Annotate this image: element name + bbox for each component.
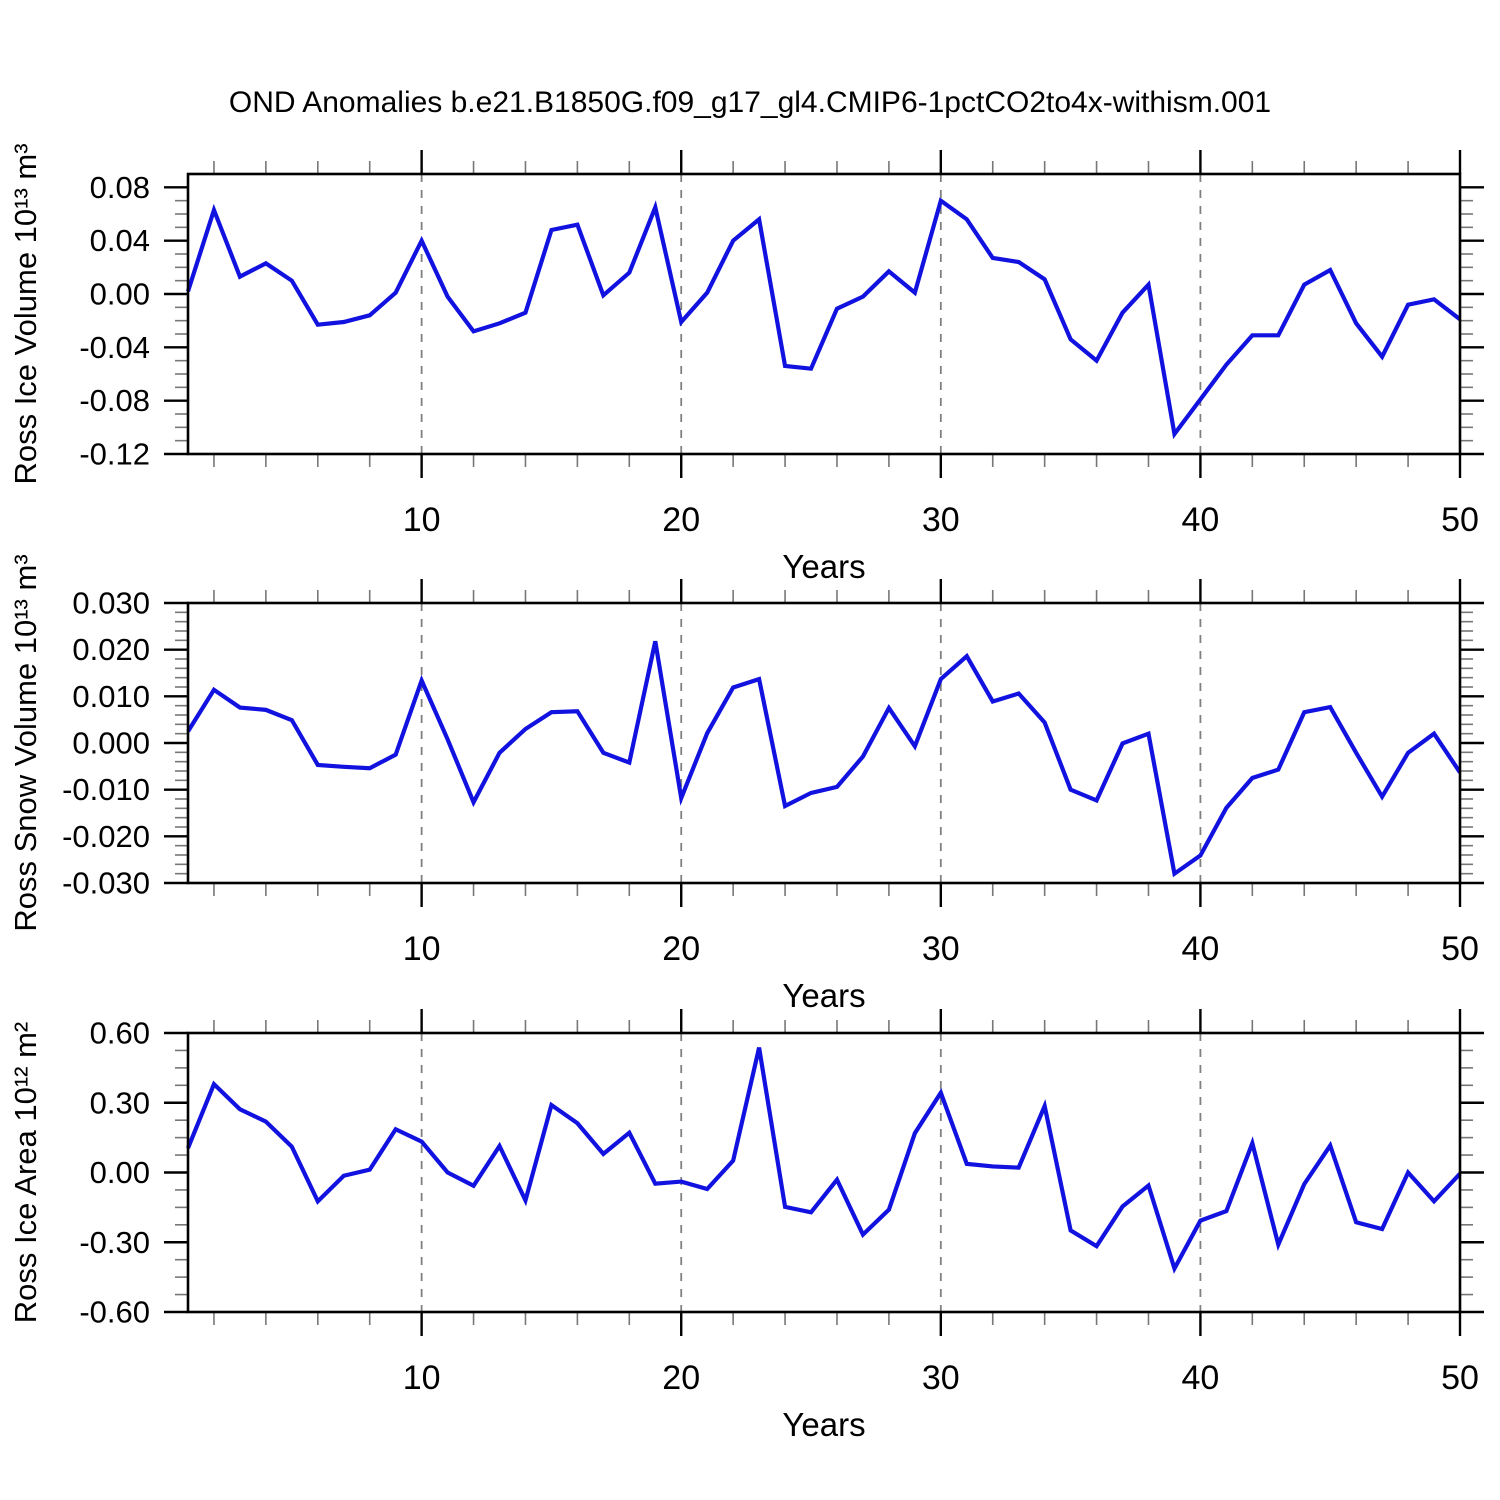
x-tick-label: 10 <box>403 501 441 539</box>
series-line-ross-ice-volume <box>185 197 1462 440</box>
y-axis-label: Ross Snow Volume 10¹³ m³ <box>8 554 43 931</box>
x-tick-label: 50 <box>1441 501 1479 539</box>
y-tick-label: -0.04 <box>79 330 150 365</box>
y-tick-label: 0.60 <box>90 1016 150 1051</box>
x-tick-label: 30 <box>922 930 960 968</box>
x-tick-label: 30 <box>922 1359 960 1397</box>
plot-frame <box>186 1031 1462 1314</box>
chart-title: OND Anomalies b.e21.B1850G.f09_g17_gl4.C… <box>228 86 1272 119</box>
y-tick-label: -0.60 <box>79 1295 150 1330</box>
y-tick-label: 0.030 <box>72 586 150 621</box>
y-axis-label: Ross Ice Area 10¹² m² <box>8 1022 43 1323</box>
series-line-ross-snow-volume <box>186 640 1462 878</box>
x-tick-label: 50 <box>1441 930 1479 968</box>
y-tick-label: -0.08 <box>79 383 150 418</box>
y-tick-label: 0.010 <box>72 679 150 714</box>
x-tick-label: 20 <box>662 1359 700 1397</box>
x-tick-label: 40 <box>1181 1359 1219 1397</box>
y-axis-label: Ross Ice Volume 10¹³ m³ <box>8 143 43 484</box>
x-tick-label: 50 <box>1441 1359 1479 1397</box>
y-tick-label: -0.30 <box>79 1225 150 1260</box>
y-tick-label: -0.030 <box>62 866 150 901</box>
panel-ross-ice-area: 10 20 30 40 50 0.60 0.30 0.00 -0.30 -0.60 Years Ros… <box>8 1009 1484 1443</box>
x-tick-label: 30 <box>922 501 960 539</box>
y-tick-label: 0.08 <box>90 170 150 205</box>
x-axis-label: Years <box>782 977 865 1014</box>
y-tick-label: 0.04 <box>90 223 150 258</box>
panel-ross-snow-volume: 10 20 30 40 50 0.030 0.020 0.010 0.000 -0.010 -0.0… <box>8 554 1484 1014</box>
y-tick-label: 0.00 <box>90 1155 150 1190</box>
y-tick-label: -0.12 <box>79 437 150 472</box>
plot-frame <box>186 172 1462 456</box>
x-tick-label: 10 <box>403 930 441 968</box>
y-tick-label: 0.00 <box>90 277 150 312</box>
y-tick-label: -0.010 <box>62 772 150 807</box>
x-tick-label: 10 <box>403 1359 441 1397</box>
series-line-ross-ice-area <box>186 1047 1462 1274</box>
plot-frame <box>186 601 1462 885</box>
x-tick-label: 20 <box>662 501 700 539</box>
y-tick-label: -0.020 <box>62 819 150 854</box>
x-tick-label: 40 <box>1181 930 1219 968</box>
x-tick-label: 20 <box>662 930 700 968</box>
x-axis-label: Years <box>782 548 865 585</box>
y-tick-label: 0.020 <box>72 632 150 667</box>
y-tick-label: 0.000 <box>72 726 150 761</box>
panel-ross-ice-volume: 10 20 30 40 50 0.08 0.04 0.00 -0.04 -0.08 -0.12 Yea… <box>8 143 1484 585</box>
x-axis-label: Years <box>782 1406 865 1443</box>
x-tick-label: 40 <box>1181 501 1219 539</box>
y-tick-label: 0.30 <box>90 1085 150 1120</box>
